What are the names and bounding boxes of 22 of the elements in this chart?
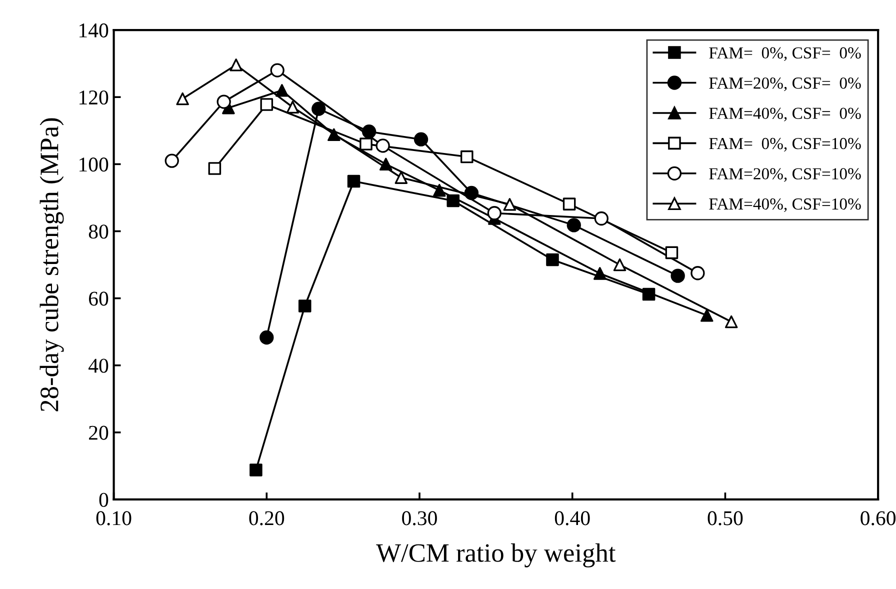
y-tick-label: 120 bbox=[80, 90, 108, 105]
x-tick-label: 0.30 bbox=[402, 511, 437, 526]
y-tick-label: 40 bbox=[88, 358, 108, 373]
legend-label: FAM=20%, CSF= 0% bbox=[709, 78, 861, 92]
y-tick-label: 140 bbox=[80, 23, 108, 38]
y-axis-title: 28-day cube strength (MPa) bbox=[40, 118, 64, 412]
x-tick-label: 0.50 bbox=[708, 511, 743, 526]
legend-label: FAM=40%, CSF=10% bbox=[709, 198, 861, 212]
legend-label: FAM= 0%, CSF=10% bbox=[709, 138, 861, 152]
y-tick-label: 20 bbox=[89, 426, 108, 440]
y-tick-label: 100 bbox=[80, 158, 108, 172]
x-tick-label: 0.60 bbox=[860, 511, 896, 526]
y-tick-label: 80 bbox=[88, 224, 108, 239]
x-tick-label: 0.10 bbox=[96, 511, 132, 526]
y-tick-label: 0 bbox=[99, 492, 108, 507]
legend-label: FAM=20%, CSF=10% bbox=[709, 168, 861, 182]
y-tick-label: 60 bbox=[88, 292, 108, 306]
legend-label: FAM= 0%, CSF= 0% bbox=[709, 47, 861, 61]
x-tick-label: 0.20 bbox=[249, 511, 284, 526]
legend-label: FAM=40%, CSF= 0% bbox=[709, 108, 861, 122]
x-tick-label: 0.40 bbox=[554, 511, 590, 526]
x-axis-title: W/CM ratio by weight bbox=[376, 543, 616, 568]
